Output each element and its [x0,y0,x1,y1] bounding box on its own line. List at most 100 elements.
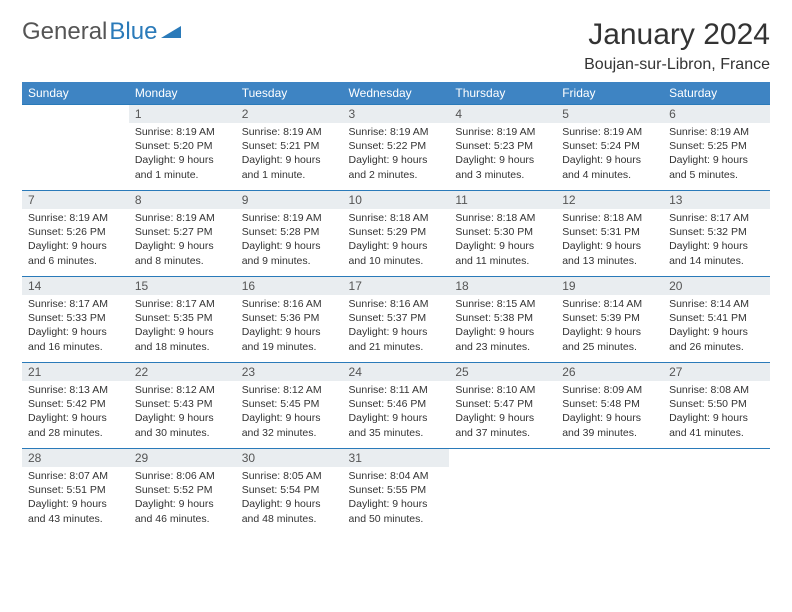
calendar-cell: 27Sunrise: 8:08 AMSunset: 5:50 PMDayligh… [663,363,770,449]
day-header: Saturday [663,82,770,105]
calendar-cell: 29Sunrise: 8:06 AMSunset: 5:52 PMDayligh… [129,449,236,535]
calendar-cell: 7Sunrise: 8:19 AMSunset: 5:26 PMDaylight… [22,191,129,277]
day-number: 24 [343,363,450,381]
day-number: 4 [449,105,556,123]
sunset-text: Sunset: 5:50 PM [669,397,764,411]
day-number: 30 [236,449,343,467]
daylight1-text: Daylight: 9 hours [135,239,230,253]
calendar-cell: 30Sunrise: 8:05 AMSunset: 5:54 PMDayligh… [236,449,343,535]
sunrise-text: Sunrise: 8:19 AM [562,125,657,139]
day-content: Sunrise: 8:17 AMSunset: 5:33 PMDaylight:… [22,295,129,358]
daylight2-text: and 39 minutes. [562,426,657,440]
day-content: Sunrise: 8:07 AMSunset: 5:51 PMDaylight:… [22,467,129,530]
logo: GeneralBlue [22,18,183,46]
day-number: 2 [236,105,343,123]
daylight1-text: Daylight: 9 hours [669,411,764,425]
daylight1-text: Daylight: 9 hours [349,497,444,511]
sunset-text: Sunset: 5:51 PM [28,483,123,497]
calendar-cell: 23Sunrise: 8:12 AMSunset: 5:45 PMDayligh… [236,363,343,449]
sunrise-text: Sunrise: 8:19 AM [669,125,764,139]
daylight1-text: Daylight: 9 hours [28,239,123,253]
sunrise-text: Sunrise: 8:19 AM [135,211,230,225]
calendar-cell: 10Sunrise: 8:18 AMSunset: 5:29 PMDayligh… [343,191,450,277]
sunset-text: Sunset: 5:38 PM [455,311,550,325]
daylight2-text: and 19 minutes. [242,340,337,354]
day-header: Thursday [449,82,556,105]
daylight2-text: and 14 minutes. [669,254,764,268]
day-content: Sunrise: 8:17 AMSunset: 5:35 PMDaylight:… [129,295,236,358]
sunset-text: Sunset: 5:31 PM [562,225,657,239]
sunrise-text: Sunrise: 8:17 AM [28,297,123,311]
sunset-text: Sunset: 5:29 PM [349,225,444,239]
sunset-text: Sunset: 5:35 PM [135,311,230,325]
sunset-text: Sunset: 5:43 PM [135,397,230,411]
day-number: 20 [663,277,770,295]
sunset-text: Sunset: 5:20 PM [135,139,230,153]
sunrise-text: Sunrise: 8:17 AM [135,297,230,311]
daylight2-text: and 50 minutes. [349,512,444,526]
day-content: Sunrise: 8:04 AMSunset: 5:55 PMDaylight:… [343,467,450,530]
sunrise-text: Sunrise: 8:06 AM [135,469,230,483]
calendar-cell [22,105,129,191]
daylight2-text: and 32 minutes. [242,426,337,440]
sunrise-text: Sunrise: 8:14 AM [669,297,764,311]
daylight1-text: Daylight: 9 hours [135,325,230,339]
calendar-cell: 4Sunrise: 8:19 AMSunset: 5:23 PMDaylight… [449,105,556,191]
sunset-text: Sunset: 5:55 PM [349,483,444,497]
calendar-cell: 9Sunrise: 8:19 AMSunset: 5:28 PMDaylight… [236,191,343,277]
day-content: Sunrise: 8:16 AMSunset: 5:36 PMDaylight:… [236,295,343,358]
day-number: 5 [556,105,663,123]
daylight2-text: and 6 minutes. [28,254,123,268]
location-text: Boujan-sur-Libron, France [22,56,770,74]
sunset-text: Sunset: 5:41 PM [669,311,764,325]
daylight1-text: Daylight: 9 hours [349,153,444,167]
sunset-text: Sunset: 5:32 PM [669,225,764,239]
day-number: 21 [22,363,129,381]
day-content: Sunrise: 8:19 AMSunset: 5:20 PMDaylight:… [129,123,236,186]
sunset-text: Sunset: 5:37 PM [349,311,444,325]
day-number: 9 [236,191,343,209]
sunset-text: Sunset: 5:48 PM [562,397,657,411]
sunset-text: Sunset: 5:47 PM [455,397,550,411]
sunset-text: Sunset: 5:52 PM [135,483,230,497]
sunrise-text: Sunrise: 8:10 AM [455,383,550,397]
day-content: Sunrise: 8:14 AMSunset: 5:41 PMDaylight:… [663,295,770,358]
daylight1-text: Daylight: 9 hours [562,239,657,253]
sunset-text: Sunset: 5:39 PM [562,311,657,325]
daylight2-text: and 28 minutes. [28,426,123,440]
sunset-text: Sunset: 5:30 PM [455,225,550,239]
day-content: Sunrise: 8:12 AMSunset: 5:45 PMDaylight:… [236,381,343,444]
day-number: 15 [129,277,236,295]
calendar-cell: 11Sunrise: 8:18 AMSunset: 5:30 PMDayligh… [449,191,556,277]
calendar-table: Sunday Monday Tuesday Wednesday Thursday… [22,82,770,535]
calendar-header-row: Sunday Monday Tuesday Wednesday Thursday… [22,82,770,105]
sunrise-text: Sunrise: 8:19 AM [135,125,230,139]
day-content: Sunrise: 8:19 AMSunset: 5:21 PMDaylight:… [236,123,343,186]
calendar-cell: 16Sunrise: 8:16 AMSunset: 5:36 PMDayligh… [236,277,343,363]
page-title: January 2024 [588,18,770,52]
daylight2-text: and 3 minutes. [455,168,550,182]
daylight1-text: Daylight: 9 hours [135,411,230,425]
logo-icon [161,22,183,40]
day-content: Sunrise: 8:10 AMSunset: 5:47 PMDaylight:… [449,381,556,444]
sunset-text: Sunset: 5:46 PM [349,397,444,411]
sunset-text: Sunset: 5:36 PM [242,311,337,325]
day-number: 7 [22,191,129,209]
calendar-cell: 15Sunrise: 8:17 AMSunset: 5:35 PMDayligh… [129,277,236,363]
sunrise-text: Sunrise: 8:07 AM [28,469,123,483]
day-number: 27 [663,363,770,381]
sunset-text: Sunset: 5:26 PM [28,225,123,239]
day-number: 10 [343,191,450,209]
calendar-row: 21Sunrise: 8:13 AMSunset: 5:42 PMDayligh… [22,363,770,449]
day-header: Sunday [22,82,129,105]
daylight1-text: Daylight: 9 hours [455,153,550,167]
daylight2-text: and 1 minute. [242,168,337,182]
day-number: 23 [236,363,343,381]
daylight2-text: and 41 minutes. [669,426,764,440]
calendar-cell: 5Sunrise: 8:19 AMSunset: 5:24 PMDaylight… [556,105,663,191]
daylight1-text: Daylight: 9 hours [242,497,337,511]
calendar-cell: 6Sunrise: 8:19 AMSunset: 5:25 PMDaylight… [663,105,770,191]
calendar-cell [556,449,663,535]
calendar-cell: 18Sunrise: 8:15 AMSunset: 5:38 PMDayligh… [449,277,556,363]
sunset-text: Sunset: 5:27 PM [135,225,230,239]
